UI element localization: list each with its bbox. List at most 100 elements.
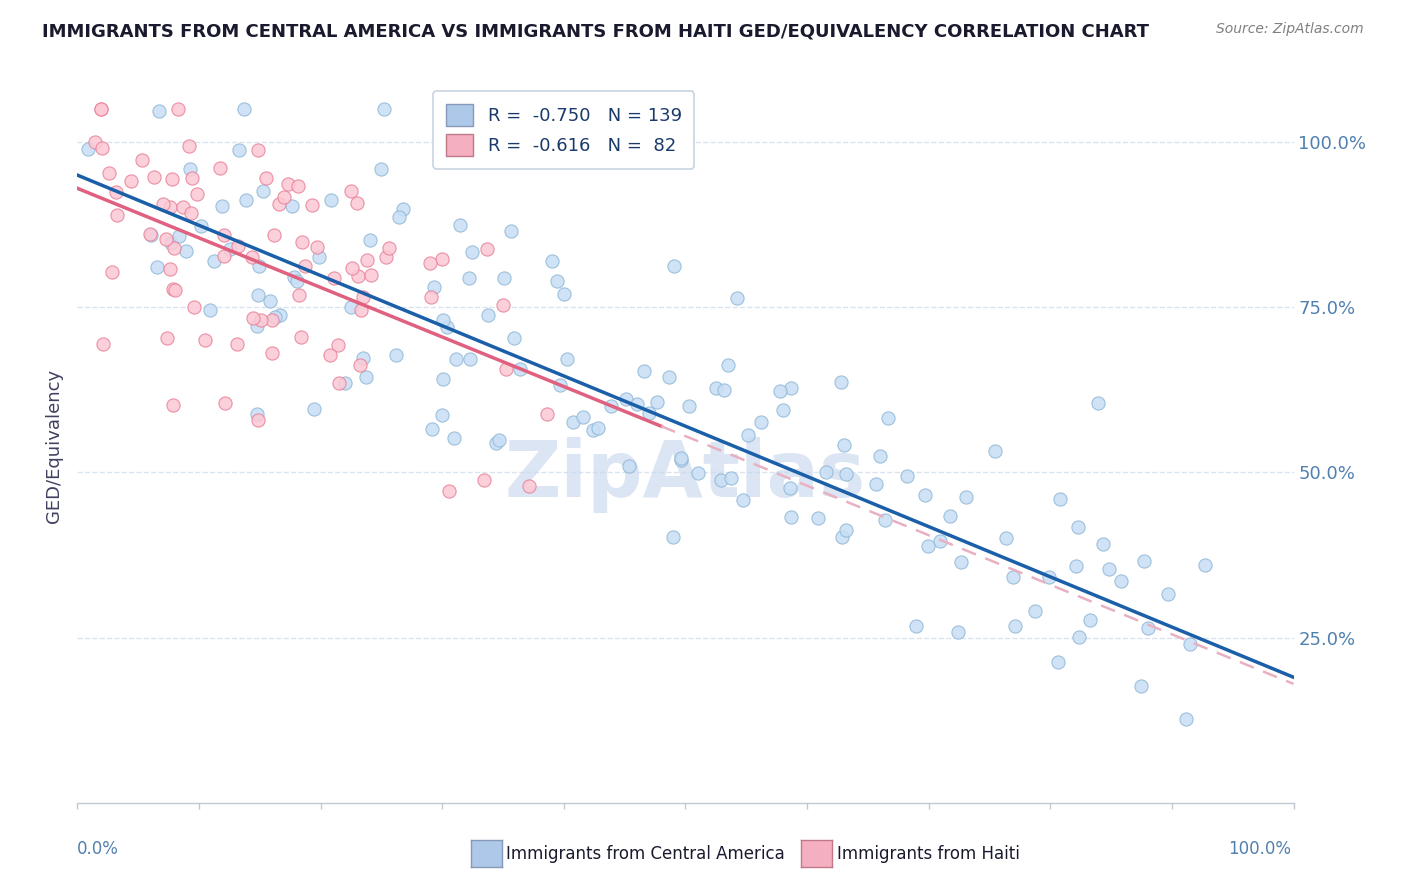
Text: Immigrants from Central America: Immigrants from Central America: [506, 845, 785, 863]
Point: [174, 244, 197, 258]
Point: [339, 300, 361, 314]
Point: [472, 474, 495, 488]
Point: [163, 284, 186, 298]
Point: [259, 293, 281, 308]
Point: [780, 381, 803, 395]
Point: [148, 104, 170, 119]
Point: [142, 169, 165, 184]
Point: [375, 250, 398, 264]
Point: [84, 135, 107, 149]
Point: [678, 400, 700, 414]
Point: [443, 431, 465, 445]
Point: [308, 250, 330, 264]
Point: [356, 252, 378, 267]
Point: [485, 436, 508, 450]
Legend: R =  -0.750   N = 139, R =  -0.616   N =  82: R = -0.750 N = 139, R = -0.616 N = 82: [433, 91, 695, 169]
Point: [779, 481, 801, 495]
Point: [716, 358, 738, 372]
Point: [875, 513, 897, 527]
Point: [326, 338, 349, 352]
Point: [509, 362, 531, 376]
Point: [162, 398, 184, 412]
Point: [546, 275, 568, 289]
Point: [159, 261, 181, 276]
Point: [104, 185, 127, 199]
Point: [246, 319, 269, 334]
Point: [983, 444, 1005, 458]
Point: [1004, 618, 1026, 632]
Point: [633, 364, 655, 378]
Point: [1078, 613, 1101, 627]
Point: [1046, 655, 1069, 669]
Point: [233, 102, 256, 116]
Point: [77, 142, 100, 156]
Point: [162, 172, 184, 186]
Point: [91, 336, 114, 351]
Point: [536, 407, 558, 421]
Point: [475, 242, 498, 256]
Point: [204, 253, 226, 268]
Point: [474, 154, 496, 169]
Point: [146, 260, 169, 274]
Point: [177, 139, 200, 153]
Point: [499, 224, 522, 238]
Point: [1066, 520, 1088, 534]
Point: [720, 470, 742, 484]
Point: [638, 406, 661, 420]
Point: [780, 509, 803, 524]
Point: [896, 469, 918, 483]
Point: [671, 452, 693, 467]
Point: [225, 337, 247, 351]
Point: [346, 268, 368, 283]
Point: [555, 352, 578, 367]
Point: [955, 490, 977, 504]
Point: [354, 369, 377, 384]
Point: [420, 422, 443, 436]
Point: [658, 369, 681, 384]
Point: [541, 253, 564, 268]
Point: [360, 268, 382, 282]
Text: 100.0%: 100.0%: [1227, 840, 1291, 858]
Point: [172, 200, 194, 214]
Point: [267, 197, 290, 211]
Point: [904, 619, 927, 633]
Point: [288, 288, 311, 302]
Point: [235, 194, 257, 208]
Point: [269, 308, 291, 322]
Point: [917, 539, 939, 553]
Point: [731, 492, 754, 507]
Point: [212, 228, 235, 243]
Point: [181, 171, 204, 186]
Point: [152, 196, 174, 211]
Point: [1178, 637, 1201, 651]
Point: [359, 233, 381, 247]
Point: [832, 438, 855, 452]
Point: [1109, 574, 1132, 588]
Point: [186, 187, 208, 202]
Point: [423, 280, 446, 294]
Point: [352, 351, 374, 365]
Point: [340, 260, 363, 275]
Point: [517, 479, 540, 493]
Point: [548, 377, 571, 392]
Text: ZipAtlas: ZipAtlas: [505, 436, 866, 513]
Text: IMMIGRANTS FROM CENTRAL AMERICA VS IMMIGRANTS FROM HAITI GED/EQUIVALENCY CORRELA: IMMIGRANTS FROM CENTRAL AMERICA VS IMMIG…: [42, 22, 1149, 40]
Point: [340, 184, 363, 198]
Point: [264, 310, 287, 325]
Point: [444, 352, 467, 367]
Point: [1038, 570, 1060, 584]
Point: [561, 415, 583, 429]
Point: [432, 313, 454, 327]
Point: [1064, 558, 1087, 573]
Point: [242, 311, 264, 326]
Point: [814, 465, 837, 479]
Point: [869, 449, 891, 463]
Point: [495, 362, 517, 376]
Point: [914, 488, 936, 502]
Point: [287, 178, 309, 193]
Point: [419, 290, 441, 304]
Point: [373, 102, 395, 116]
Point: [645, 395, 668, 409]
Point: [277, 177, 299, 191]
Point: [458, 352, 481, 367]
